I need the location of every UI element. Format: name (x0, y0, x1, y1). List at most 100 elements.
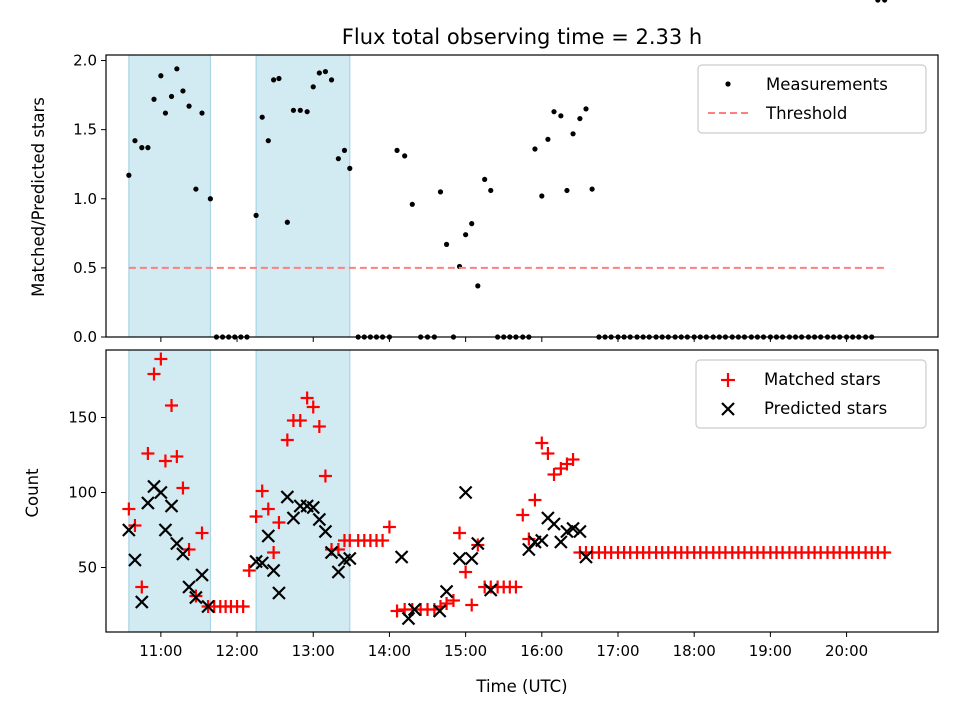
point-measurement (882, 0, 888, 3)
point-matched (242, 564, 256, 577)
point-measurement (824, 334, 831, 340)
point-matched (300, 391, 314, 405)
point-predicted (158, 523, 173, 537)
point-measurement (501, 334, 507, 340)
point-measurement (409, 201, 415, 207)
count-ylabel: Count (23, 468, 42, 518)
point-measurement (284, 219, 290, 225)
point-predicted (122, 523, 136, 537)
point-predicted-b (452, 551, 467, 566)
point-predicted-b (280, 490, 295, 504)
point-matched (255, 484, 269, 498)
point-measurement (394, 147, 400, 153)
point-measurement (684, 334, 690, 340)
point-measurement (418, 334, 424, 340)
point-predicted (286, 511, 301, 525)
point-predicted (483, 583, 498, 597)
point-measurement (710, 334, 716, 340)
point-matched (170, 450, 184, 463)
point-measurement (168, 93, 175, 100)
count-subplot: Count Time (UTC) Matched stars Predicted… (23, 349, 939, 696)
point-measurement (831, 334, 837, 340)
point-measurement (186, 103, 192, 109)
x-tick-label-3: 14:00 (368, 642, 411, 660)
point-measurement (596, 334, 602, 340)
point-measurement (132, 138, 138, 144)
ratio-legend-frame (697, 64, 927, 134)
point-measurement (297, 107, 303, 113)
y-tick-label-0-3: 1.5 (73, 121, 97, 139)
point-measurement (507, 334, 513, 340)
point-measurement (347, 165, 353, 171)
point-measurement (361, 334, 367, 340)
point-predicted-b (306, 500, 321, 515)
y-tick-label-0-1: 0.5 (73, 259, 97, 277)
x-tick-label-5: 16:00 (520, 642, 563, 660)
point-predicted (306, 500, 321, 515)
point-predicted (164, 499, 179, 513)
y-tick-label-0-4: 2.0 (73, 52, 97, 70)
legend-marker-measurements (725, 81, 731, 87)
point-predicted-b (458, 485, 473, 500)
point-predicted (195, 568, 209, 582)
point-predicted-b (318, 524, 333, 539)
point-predicted (331, 565, 346, 579)
point-predicted-b (300, 499, 314, 513)
legend-label-measurements: Measurements (766, 75, 888, 94)
x-tick-label-6: 17:00 (596, 642, 639, 660)
point-measurement (304, 109, 310, 115)
point-matched (306, 400, 320, 414)
point-measurement (355, 334, 361, 340)
point-measurement (379, 334, 386, 340)
axes-frame-1 (105, 349, 939, 633)
x-tick-label-0: 11:00 (139, 642, 182, 660)
point-predicted-b (266, 563, 281, 578)
x-tick-label-1: 12:00 (215, 642, 258, 660)
point-predicted (141, 496, 155, 510)
point-measurement (818, 334, 824, 340)
point-predicted (471, 536, 485, 551)
point-predicted (182, 580, 196, 594)
point-matched (453, 526, 467, 540)
shaded-interval-0-1 (255, 54, 351, 338)
point-measurement (431, 334, 437, 340)
x-tick-label-7: 18:00 (673, 642, 716, 660)
point-matched (158, 454, 172, 468)
point-predicted-b (182, 580, 196, 594)
point-predicted (128, 553, 142, 567)
point-predicted-b (407, 602, 422, 617)
point-measurement (850, 334, 856, 340)
point-measurement (634, 334, 640, 340)
point-predicted (401, 611, 416, 626)
point-predicted (266, 563, 281, 578)
point-predicted (535, 533, 549, 548)
point-predicted-b (201, 599, 215, 614)
point-matched (182, 543, 196, 556)
point-measurement (482, 176, 488, 183)
point-measurement (545, 136, 551, 142)
point-matched (509, 580, 523, 594)
series-0-0 (126, 0, 888, 340)
point-predicted-b (547, 517, 561, 531)
point-matched (154, 352, 168, 366)
point-measurement (469, 221, 475, 227)
point-predicted-b (312, 512, 327, 527)
point-measurement (691, 334, 697, 340)
point-measurement (843, 334, 850, 340)
point-matched (293, 414, 307, 427)
point-measurement (373, 334, 380, 340)
count-legend-frame (695, 359, 927, 429)
point-measurement (583, 106, 589, 112)
point-measurement (621, 334, 627, 340)
point-measurement (488, 187, 494, 194)
point-measurement (238, 334, 244, 340)
point-predicted-b (164, 499, 179, 513)
point-measurement (760, 334, 767, 340)
point-predicted-b (541, 511, 555, 525)
count-legend: Matched stars Predicted stars (695, 359, 927, 429)
legend-label-threshold: Threshold (765, 104, 847, 123)
point-matched (547, 468, 561, 481)
point-predicted (280, 490, 295, 504)
point-measurement (158, 73, 164, 79)
point-predicted (407, 602, 422, 617)
